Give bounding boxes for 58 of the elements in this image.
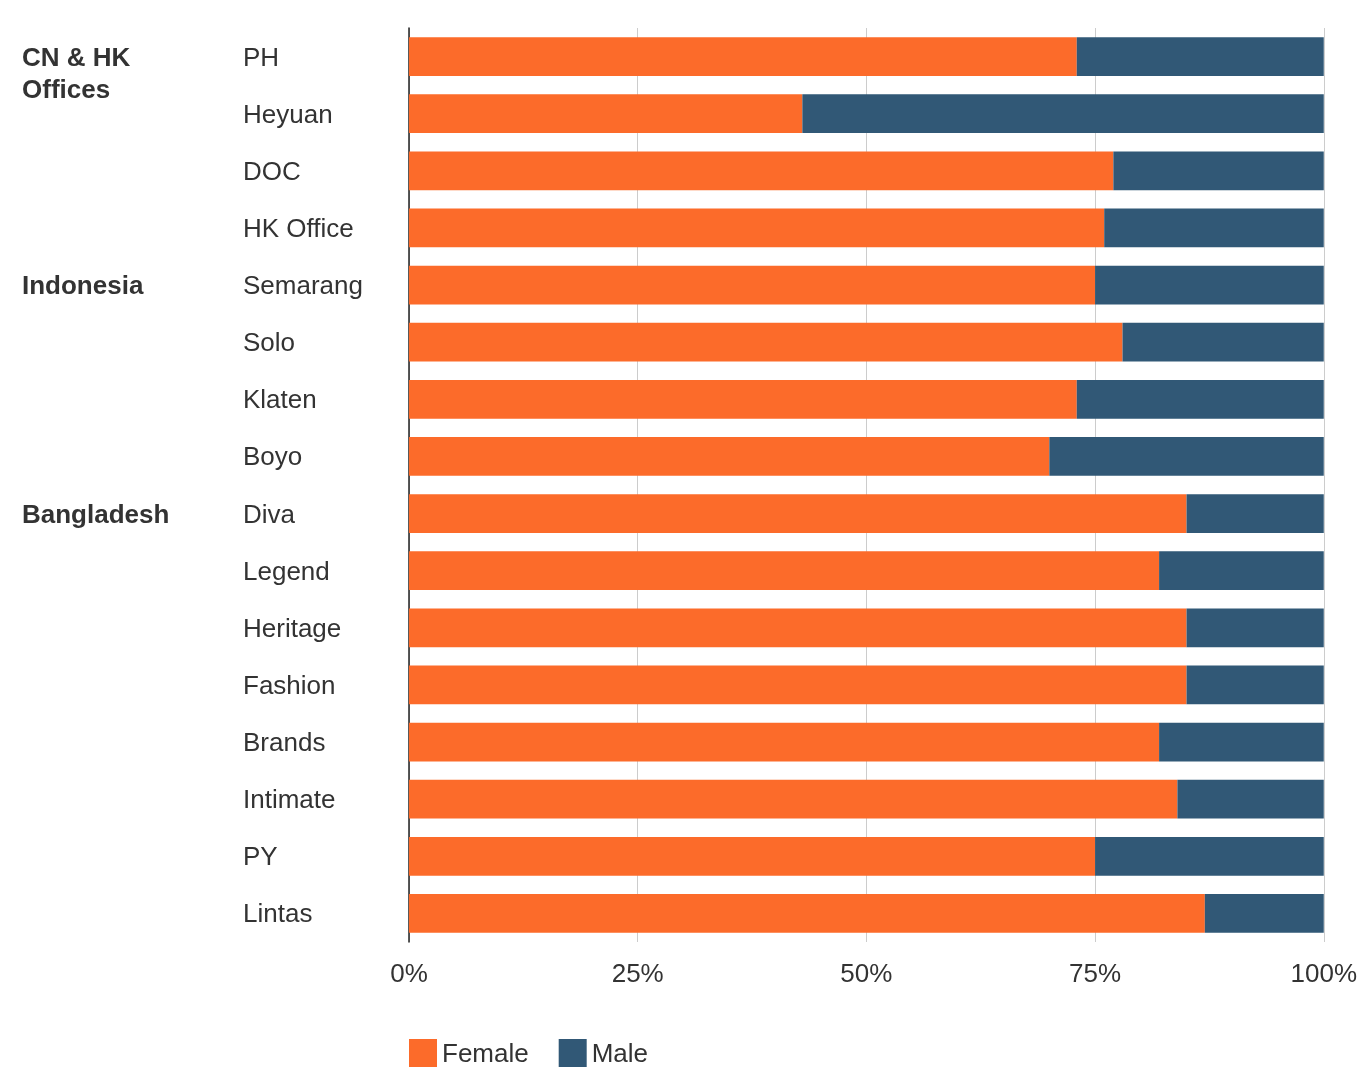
y-tick-label: Legend [243,555,330,586]
bar [1095,265,1324,305]
y-tick-label: PY [243,841,278,872]
bar [409,665,1187,705]
bar [1177,779,1324,819]
y-tick-label: Diva [243,498,296,529]
y-tick-label: Klaten [243,384,317,415]
bar [409,551,1160,591]
y-tick-label: PH [243,41,280,72]
bar [1186,494,1324,533]
y-tick-label: Solo [243,327,296,358]
y-tick-label: Heyuan [243,98,333,129]
bar [409,608,1187,648]
bar [409,437,1050,476]
bar [1159,551,1324,591]
bar [409,265,1096,305]
bar [409,494,1187,533]
y-tick-label: Semarang [243,270,363,301]
y-tick-label: DOC [243,155,301,186]
y-tick-label: Boyo [243,441,303,472]
bar [409,151,1114,191]
y-tick-label: Intimate [243,784,336,815]
bar [409,208,1105,248]
bar [409,779,1178,819]
bar [1204,894,1324,933]
x-tick-label: 75% [1069,958,1122,988]
bar [409,37,1077,76]
bar [409,379,1077,419]
text: Bangladesh [22,498,170,529]
bar [409,322,1123,362]
bar [409,836,1096,876]
bar [802,94,1324,134]
x-tick-label: 0% [390,958,428,988]
x-tick-label: 25% [611,958,664,988]
bar [1186,665,1324,705]
y-tick-label: HK Office [243,212,354,243]
y-tick-label: Fashion [243,669,336,700]
y-tick-label: Lintas [243,898,313,929]
bar [409,894,1205,933]
bar [1113,151,1324,191]
x-tick-label: 50% [840,958,893,988]
legend-label: Male [591,1038,649,1068]
text: CN & HK Offices [22,41,131,104]
bar [1104,208,1324,248]
text: Indonesia [22,270,144,301]
y-tick-label: Brands [243,727,326,758]
bar [1095,836,1324,876]
bar [409,94,803,134]
legend-label: Female [442,1038,529,1068]
bar [1076,37,1324,76]
y-tick-label: Heritage [243,612,342,643]
x-tick-label: 100% [1290,958,1357,988]
bar [1076,379,1324,419]
bar [1186,608,1324,648]
bar [409,722,1160,762]
bar [1159,722,1324,762]
bar [1122,322,1324,362]
bar [1049,437,1324,476]
